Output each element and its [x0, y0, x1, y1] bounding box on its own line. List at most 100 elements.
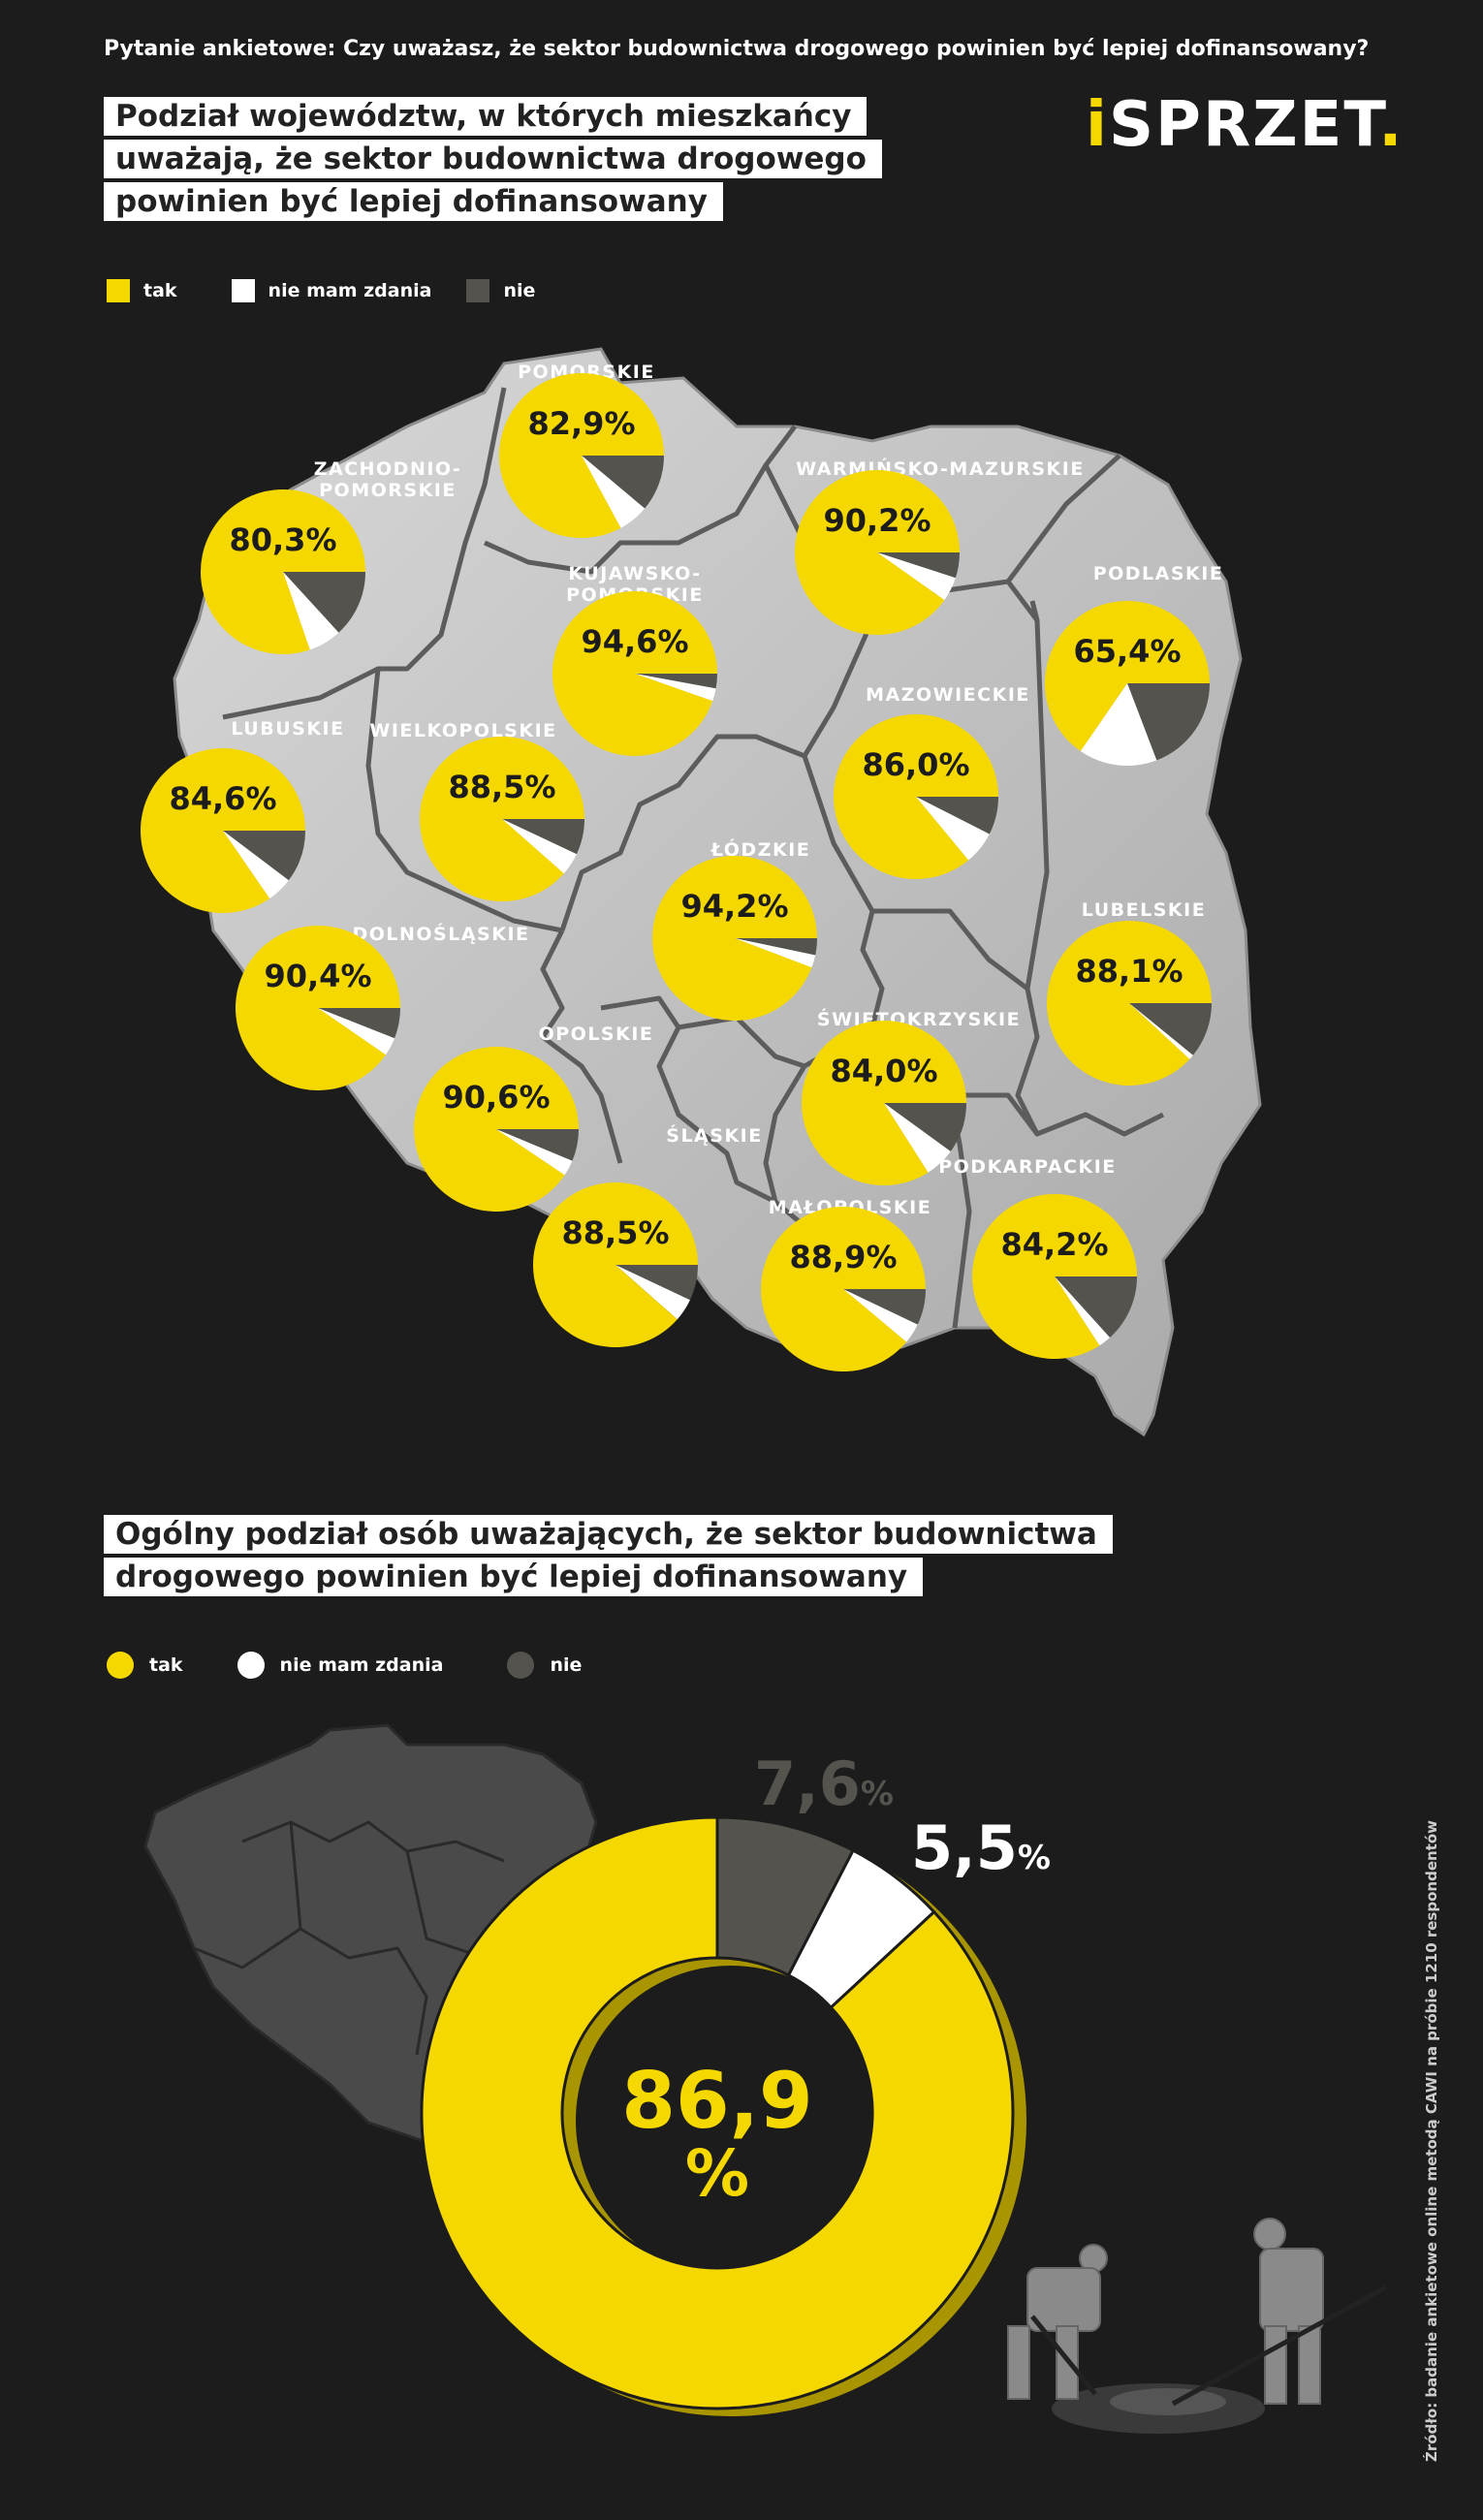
worker-right-body — [1259, 2248, 1324, 2332]
pie-slice-nie-mam-zdania — [502, 819, 577, 874]
legend-item-nie-mam-zdania: nie mam zdania — [231, 279, 432, 302]
logo-main: SPRZET — [1108, 89, 1379, 161]
region-name-label: WARMIŃSKO-MAZURSKIE — [796, 457, 1085, 480]
small-map-border — [193, 1927, 301, 1969]
border-line — [678, 1015, 805, 1069]
region-pie: 88,1% — [1047, 920, 1212, 1086]
legend-label-nie: nie — [550, 1654, 583, 1676]
region-pie: 82,9% — [499, 373, 664, 538]
label-nie-mam-zdania-number: 5,5 — [911, 1812, 1018, 1883]
legend-swatch-nie-mam-zdania — [231, 279, 255, 302]
region-name-label: POMORSKIE — [518, 362, 655, 383]
pie-slice-nie-mam-zdania — [1055, 1276, 1111, 1346]
pie-slice-nie-mam-zdania — [735, 938, 816, 968]
overall-legend: tak nie mam zdania nie — [107, 1652, 616, 1679]
worker-right-leg — [1264, 2325, 1287, 2405]
legend-item-tak: tak — [107, 279, 177, 302]
region-name-label: MAZOWIECKIE — [866, 684, 1030, 706]
region-name-label: PODLASKIE — [1093, 563, 1224, 584]
legend-label-tak: tak — [143, 280, 177, 301]
pie-slice-nie — [223, 831, 305, 881]
pie-slice-nie-mam-zdania — [877, 552, 956, 601]
pie-slice-tak — [834, 714, 998, 880]
region-value-label: 84,0% — [830, 1053, 937, 1089]
region-pie: 88,9% — [761, 1206, 926, 1371]
pie-slice-nie — [1127, 683, 1210, 761]
pie-slice-nie-mam-zdania — [843, 1289, 918, 1342]
pie-slice-tak — [499, 373, 664, 538]
map-title: Podział województw, w których mieszkańcy… — [104, 97, 882, 225]
pie-slice-nie — [877, 552, 960, 579]
region-name-label: DOLNOŚLĄSKIE — [352, 922, 529, 945]
region-value-label: 86,0% — [862, 746, 969, 783]
pie-slice-nie — [582, 456, 664, 509]
region-pie: 88,5% — [420, 737, 584, 902]
legend-item-nie: nie — [466, 279, 535, 302]
pie-slice-nie — [635, 674, 717, 689]
border-line — [763, 1064, 807, 1203]
region-value-label: 88,9% — [789, 1239, 897, 1276]
region-name-label: ŚWIĘTOKRZYSKIE — [817, 1007, 1021, 1030]
region-value-label: 65,4% — [1073, 633, 1181, 670]
region-pie: 90,2% — [795, 470, 960, 636]
region-value-label: 94,2% — [680, 888, 788, 925]
region-pie: 84,0% — [802, 1020, 966, 1185]
pie-slice-nie-mam-zdania — [916, 797, 990, 861]
worker-left-icon — [1007, 2244, 1108, 2400]
border-line — [540, 929, 623, 1164]
worker-right-leg — [1298, 2325, 1321, 2405]
region-value-label: 90,2% — [823, 502, 931, 539]
region-value-label: 90,6% — [442, 1079, 550, 1116]
map-title-line-3: powinien być lepiej dofinansowany — [104, 182, 723, 221]
pie-slice-nie-mam-zdania — [1080, 683, 1157, 767]
worker-left-shovel — [1030, 2315, 1097, 2396]
legend-label-nie-mam-zdania: nie mam zdania — [279, 1654, 444, 1676]
pie-slice-tak — [972, 1194, 1137, 1359]
map-legend: tak nie mam zdania nie — [107, 279, 570, 302]
legend-label-nie-mam-zdania: nie mam zdania — [268, 280, 432, 301]
legend-item-nie: nie — [507, 1652, 582, 1679]
pie-slice-nie — [884, 1103, 966, 1151]
worker-right-tool — [1171, 2284, 1388, 2407]
pie-slice-tak — [1047, 920, 1212, 1086]
label-nie-value: 7,6% — [754, 1748, 894, 1819]
region-pie: 65,4% — [1044, 601, 1210, 767]
region-pie: 94,2% — [651, 855, 817, 1021]
manhole-icon — [1110, 2388, 1226, 2415]
small-map-border — [289, 1821, 428, 2056]
region-name-label: KUJAWSKO- — [568, 563, 701, 584]
donut-center-number: 86,9 — [621, 2056, 812, 2146]
logo-prefix: i — [1086, 89, 1109, 161]
region-name-label: OPOLSKIE — [539, 1024, 654, 1045]
pie-slice-nie — [1129, 1003, 1212, 1055]
pie-slice-nie-mam-zdania — [582, 456, 646, 528]
pie-slice-nie — [1055, 1276, 1137, 1339]
pie-slice-nie — [318, 1008, 400, 1039]
region-pie: 90,4% — [236, 925, 400, 1090]
border-line — [365, 668, 563, 933]
overall-donut-chart: 86,9 % 7,6% 5,5% — [143, 1723, 1388, 2434]
border-line — [1006, 454, 1121, 583]
pie-slice-nie-mam-zdania — [615, 1265, 690, 1320]
legend-label-tak: tak — [149, 1654, 183, 1676]
legend-item-tak: tak — [107, 1652, 183, 1679]
pie-slice-nie — [283, 572, 365, 633]
overall-title: Ogólny podział osób uważających, że sekt… — [104, 1515, 1113, 1600]
worker-right-icon — [1171, 2218, 1388, 2407]
pie-slice-tak — [1044, 601, 1210, 752]
source-note: Źródło: badanie ankietowe online metodą … — [1423, 1819, 1440, 2462]
pie-slice-tak — [802, 1020, 966, 1185]
border-line — [222, 387, 507, 720]
region-name-label: ZACHODNIO- — [314, 458, 462, 480]
worker-left-leg — [1007, 2325, 1030, 2400]
region-name-label: POMORSKIE — [319, 480, 457, 501]
overall-title-line-2: drogowego powinien być lepiej dofinansow… — [104, 1558, 924, 1596]
region-value-label: 94,6% — [581, 623, 688, 660]
overall-title-line-1: Ogólny podział osób uważających, że sekt… — [104, 1515, 1113, 1554]
pie-slice-nie — [843, 1289, 926, 1325]
border-line — [872, 619, 1050, 992]
region-name-label: LUBELSKIE — [1082, 899, 1206, 921]
pie-slice-tak — [651, 855, 817, 1021]
legend-item-nie-mam-zdania: nie mam zdania — [237, 1652, 444, 1679]
pie-slice-nie — [916, 797, 998, 835]
